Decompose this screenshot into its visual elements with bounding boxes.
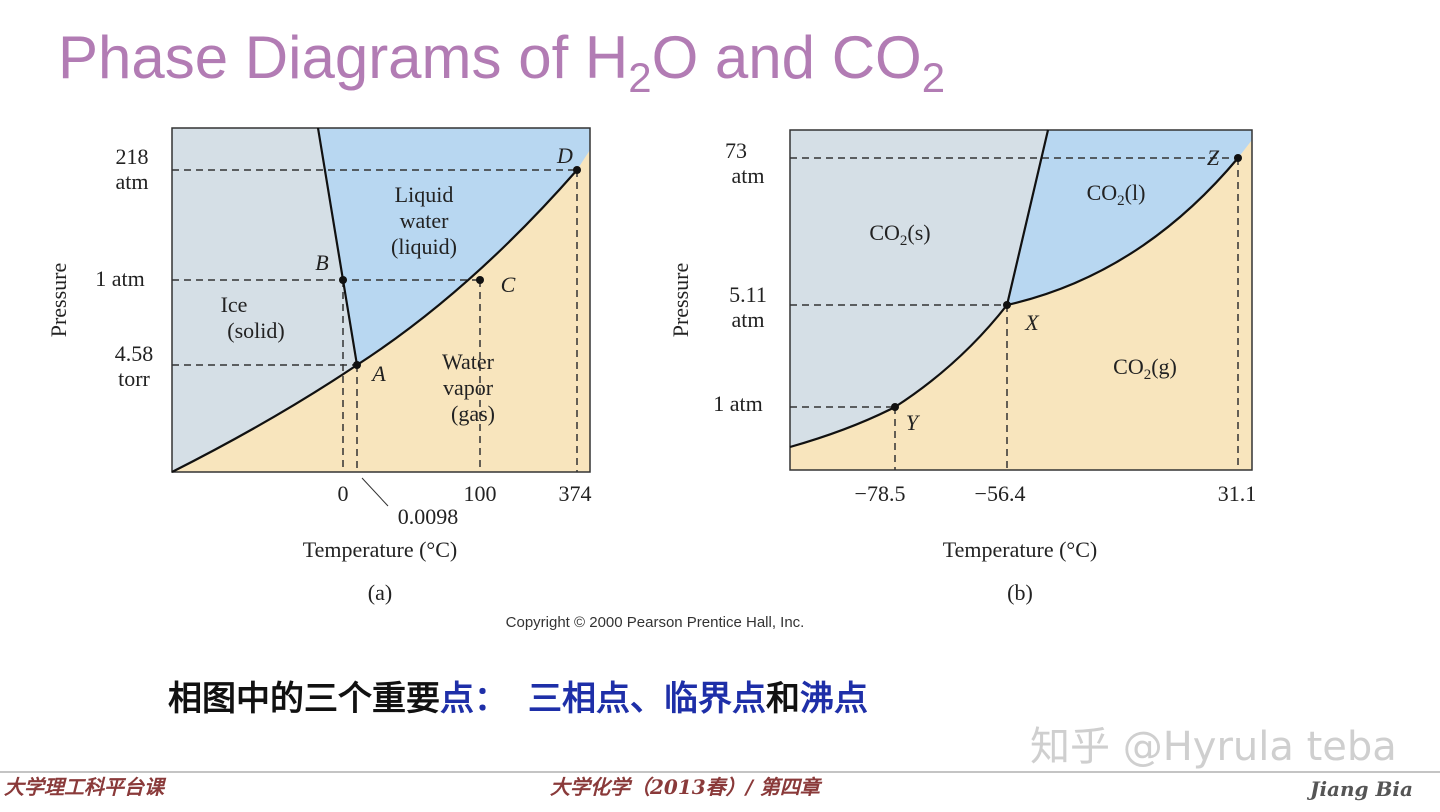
liquid-region (318, 128, 590, 365)
x-label: −56.4 (975, 481, 1026, 506)
point-label: C (501, 272, 516, 297)
subscript: 2 (1117, 193, 1125, 209)
point-label: X (1024, 310, 1040, 335)
diagram-b: 73 atm 5.11 atm 1 atm −78.5 −56.4 31.1 T… (668, 129, 1257, 605)
points (891, 154, 1242, 411)
note-text: 和 (766, 679, 800, 719)
note-text: 三相点、临界点 (528, 679, 766, 719)
note-text: 点： (440, 679, 508, 719)
region-label: water (400, 208, 450, 233)
points (339, 166, 581, 369)
caption: (b) (1007, 580, 1033, 605)
y-label: 218 (116, 144, 149, 169)
point-label: A (370, 361, 386, 386)
region-label: CO2(l) (1087, 180, 1146, 209)
title-text: O and CO (652, 24, 922, 91)
point-label: B (315, 250, 328, 275)
point-label: D (556, 143, 573, 168)
formula: CO (1087, 180, 1118, 205)
frame (789, 129, 1253, 471)
guide-lines (790, 157, 1239, 470)
phase: (g) (1151, 354, 1177, 379)
region-label: (liquid) (391, 234, 457, 259)
caption: (a) (368, 580, 392, 605)
phase: (l) (1125, 180, 1146, 205)
guide-lines (172, 169, 578, 472)
diagram-a: 218 atm 1 atm 4.58 torr 0 0.0098 100 374… (46, 127, 592, 605)
y-axis-title: Pressure (668, 263, 693, 338)
y-label: torr (118, 366, 150, 391)
y-label: 4.58 (115, 341, 154, 366)
title-sub: 2 (922, 54, 945, 101)
footer-center: 大学化学（2013春）/ 第四章 (550, 775, 823, 799)
x-axis-title: Temperature (°C) (943, 537, 1097, 562)
x-label: 100 (464, 481, 497, 506)
x-label: 374 (559, 481, 592, 506)
formula: CO (1113, 354, 1144, 379)
note-text: 沸点 (800, 679, 868, 719)
region-label: Ice (221, 292, 248, 317)
x-axis-title: Temperature (°C) (303, 537, 457, 562)
region-label: vapor (443, 375, 494, 400)
y-label: 1 atm (95, 266, 145, 291)
formula: CO (869, 220, 900, 245)
region-label: CO2(g) (1113, 354, 1177, 383)
footer-right: Jiang Bia (1306, 777, 1413, 801)
x-label: 0.0098 (398, 504, 459, 529)
note-text: 相图中的三个重要 (168, 679, 440, 719)
liquid-region (1007, 130, 1252, 305)
y-axis-title: Pressure (46, 263, 71, 338)
region-label: Liquid (395, 182, 454, 207)
copyright: Copyright © 2000 Pearson Prentice Hall, … (506, 614, 805, 631)
phase-boundaries (789, 129, 1239, 449)
point-label: Y (906, 410, 921, 435)
title-sub: 2 (628, 54, 651, 101)
phase: (s) (907, 220, 930, 245)
gas-region (790, 140, 1252, 470)
x-label: 31.1 (1218, 481, 1257, 506)
region-label: Water (442, 349, 495, 374)
frame (171, 127, 591, 473)
slide-title: Phase Diagrams of H2O and CO2 (58, 24, 945, 101)
region-label: (gas) (451, 401, 495, 426)
phase-boundaries (171, 127, 578, 473)
region-label: (solid) (227, 318, 284, 343)
note: 相图中的三个重要点： 三相点、临界点和沸点 (168, 679, 868, 719)
y-label: 5.11 (729, 282, 767, 307)
point-label: Z (1207, 145, 1220, 170)
y-label: atm (732, 307, 765, 332)
subscript: 2 (900, 233, 908, 249)
title-text: Phase Diagrams of H (58, 24, 628, 91)
subscript: 2 (1144, 367, 1152, 383)
leader (361, 477, 389, 507)
footer-left: 大学理工科平台课 (4, 775, 167, 799)
x-label: 0 (338, 481, 349, 506)
gas-region (172, 150, 590, 472)
watermark: 知乎 @Hyrula teba (1030, 724, 1397, 770)
y-label: 73 (725, 138, 747, 163)
region-label: CO2(s) (869, 220, 930, 249)
x-label: −78.5 (855, 481, 906, 506)
y-label: 1 atm (713, 391, 763, 416)
y-label: atm (732, 163, 765, 188)
y-label: atm (116, 169, 149, 194)
